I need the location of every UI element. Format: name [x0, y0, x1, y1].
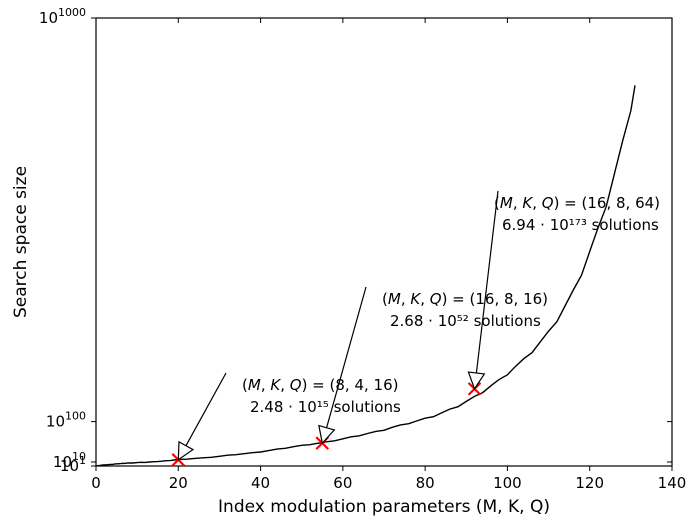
svg-text:10100: 10100	[46, 410, 86, 431]
y-axis-label: Search space size	[11, 166, 31, 318]
svg-text:1010: 1010	[53, 450, 86, 471]
markers	[172, 383, 480, 466]
svg-text:120: 120	[575, 474, 604, 492]
x-ticks: 0 20 40 60 80 100 120 140	[91, 18, 686, 492]
anno1-label: (M, K, Q) = (8, 4, 16)2.48 · 10¹⁵ soluti…	[242, 376, 401, 416]
svg-text:20: 20	[169, 474, 188, 492]
svg-text:80: 80	[416, 474, 435, 492]
svg-text:60: 60	[333, 474, 352, 492]
anno2-label: (M, K, Q) = (16, 8, 16)2.68 · 10⁵² solut…	[382, 290, 548, 330]
arrow-head-icon	[178, 442, 193, 460]
anno3-label: (M, K, Q) = (16, 8, 64)6.94 · 10¹⁷³ solu…	[494, 194, 660, 234]
annotation-texts: (M, K, Q) = (8, 4, 16)2.48 · 10¹⁵ soluti…	[242, 194, 660, 416]
x-axis-label: Index modulation parameters (M, K, Q)	[218, 497, 550, 517]
svg-text:101000: 101000	[39, 6, 86, 27]
search-space-chart: 020406080100120140 101101010100101000 (M…	[0, 0, 700, 528]
svg-text:40: 40	[251, 474, 270, 492]
svg-text:0: 0	[91, 474, 101, 492]
svg-text:140: 140	[658, 474, 687, 492]
svg-text:100: 100	[493, 474, 522, 492]
